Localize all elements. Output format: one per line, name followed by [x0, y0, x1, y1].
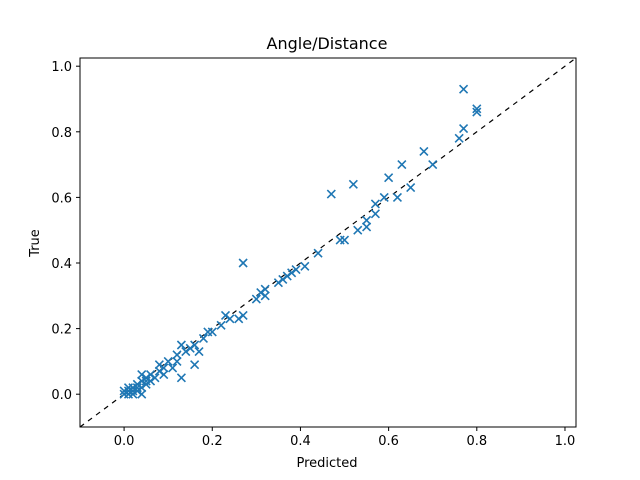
data-point: [176, 340, 186, 350]
data-point: [454, 133, 464, 143]
data-point: [172, 356, 182, 366]
data-point: [370, 199, 380, 209]
x-tick-label: 0.2: [202, 434, 223, 449]
data-point: [137, 389, 147, 399]
y-axis-label: True: [28, 229, 43, 258]
data-point: [176, 373, 186, 383]
data-point: [313, 248, 323, 258]
data-point: [339, 235, 350, 245]
x-axis-label: Predicted: [296, 456, 357, 471]
y-tick-label: 0.0: [51, 388, 72, 403]
data-point: [348, 179, 358, 189]
data-point: [370, 209, 380, 219]
data-point: [260, 291, 270, 301]
y-tick-label: 0.8: [51, 126, 72, 141]
data-point: [472, 107, 482, 117]
data-point: [379, 192, 389, 202]
data-point: [190, 340, 200, 350]
data-point: [168, 363, 178, 373]
data-point: [207, 327, 217, 337]
x-tick-label: 0.4: [290, 434, 311, 449]
data-point: [159, 369, 169, 380]
data-point: [428, 160, 438, 170]
data-point: [353, 225, 363, 235]
data-point: [406, 182, 416, 193]
y-tick-label: 1.0: [51, 60, 72, 75]
y-tick-label: 0.2: [51, 323, 72, 338]
data-point: [238, 310, 248, 321]
x-tick-label: 0.6: [378, 434, 399, 449]
data-point: [172, 350, 182, 360]
data-point: [392, 192, 403, 202]
reference-line: [80, 58, 576, 427]
x-tick-label: 0.8: [466, 434, 487, 449]
data-point: [326, 189, 336, 199]
data-point: [225, 314, 235, 324]
data-point: [150, 373, 160, 383]
data-point: [163, 356, 173, 366]
data-point: [190, 360, 200, 370]
data-point: [216, 320, 226, 330]
plot-frame: [79, 57, 577, 428]
data-point: [251, 294, 261, 304]
y-tick-label: 0.4: [51, 257, 72, 272]
data-point: [419, 146, 429, 157]
data-point: [459, 123, 469, 134]
data-point: [362, 215, 372, 225]
data-point: [459, 84, 469, 94]
data-point: [472, 104, 482, 114]
plot-area: 0.0 0.2 0.4 0.6 0.8 1.0 0.0 0.2 0.4 0.6 0.8 1.0: [51, 57, 577, 449]
data-point: [238, 258, 248, 268]
data-point: [291, 264, 301, 275]
x-tick-label: 0.0: [114, 434, 135, 449]
data-point: [198, 333, 209, 344]
y-tick-label: 0.6: [51, 191, 72, 206]
data-point: [159, 363, 169, 373]
data-point: [260, 284, 270, 294]
data-point: [362, 222, 372, 232]
data-point: [300, 261, 310, 271]
chart-title: Angle/Distance: [267, 34, 388, 53]
x-tick-label: 1.0: [555, 434, 576, 449]
data-point: [397, 160, 407, 170]
data-point: [194, 346, 204, 357]
data-point: [384, 173, 394, 183]
